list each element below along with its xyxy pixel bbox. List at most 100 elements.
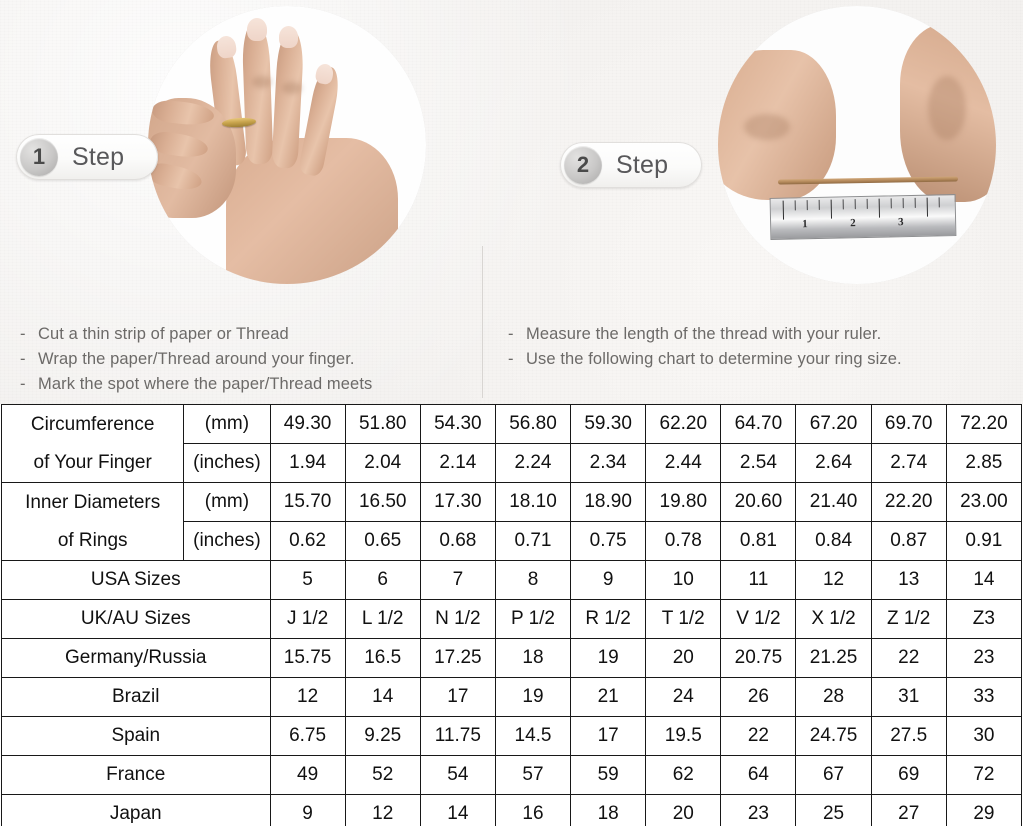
table-cell: 20.60 xyxy=(720,482,797,522)
table-cell: P 1/2 xyxy=(494,599,572,639)
instruction-line: - Measure the length of the thread with y… xyxy=(508,322,902,347)
table-cell: 9 xyxy=(269,794,346,826)
bullet-dash: - xyxy=(508,350,514,368)
table-cell: 16.50 xyxy=(344,482,421,522)
table-cell: 8 xyxy=(494,560,572,600)
table-cell: 18.10 xyxy=(494,482,572,522)
table-cell: 31 xyxy=(870,677,947,717)
table-cell: 57 xyxy=(494,755,572,795)
ruler-number-2: 2 xyxy=(850,217,856,230)
table-cell: 11 xyxy=(720,560,797,600)
instruction-text: Use the following chart to determine you… xyxy=(526,350,902,368)
nail-ring xyxy=(279,26,298,48)
table-cell: 12 xyxy=(795,560,872,600)
table-cell: 0.81 xyxy=(720,521,797,561)
table-row: UK/AU Sizes J 1/2 L 1/2 N 1/2 P 1/2 R 1/2 T 1/… xyxy=(1,599,1023,639)
table-cell: 6.75 xyxy=(269,716,346,756)
table-cell: 52 xyxy=(344,755,421,795)
table-cell: 0.71 xyxy=(494,521,572,561)
table-cell: 2.24 xyxy=(494,443,572,483)
table-cell: 18 xyxy=(494,638,572,678)
table-cell: 56.80 xyxy=(494,404,572,444)
row-label: Japan xyxy=(1,794,271,826)
table-cell: X 1/2 xyxy=(795,599,872,639)
table-row: (inches) 0.62 0.65 0.68 0.71 0.75 0.78 0.81 0.84… xyxy=(2,521,1023,561)
table-cell: 16.5 xyxy=(344,638,421,678)
table-cell: 62 xyxy=(645,755,722,795)
step-1-number: 1 xyxy=(20,138,58,176)
table-cell: 2.74 xyxy=(870,443,947,483)
ruler-number-1: 1 xyxy=(802,218,808,231)
table-cell: 54 xyxy=(419,755,496,795)
row-group-label-line1: Inner Diameters xyxy=(25,491,161,513)
table-cell: 64.70 xyxy=(720,404,797,444)
table-cell: 49 xyxy=(269,755,346,795)
bullet-dash: - xyxy=(508,325,514,343)
table-cell: 67 xyxy=(795,755,872,795)
table-cell: 20.75 xyxy=(720,638,797,678)
ring-size-table: Circumference of Your Finger (mm) 49.30 51.8… xyxy=(0,404,1023,826)
step-1-instructions: - Cut a thin strip of paper or Thread - Wr… xyxy=(20,322,372,397)
instruction-line: - Use the following chart to determine yo… xyxy=(508,347,902,372)
row-group-label-line2: of Your Finger xyxy=(33,451,152,473)
table-cell: 54.30 xyxy=(419,404,496,444)
table-cell: 59 xyxy=(570,755,647,795)
ring-size-table-wrap: Circumference of Your Finger (mm) 49.30 51.8… xyxy=(0,404,1023,826)
table-cell: 19 xyxy=(570,638,647,678)
table-cell: 0.91 xyxy=(945,521,1023,561)
table-cell: Z3 xyxy=(945,599,1023,639)
table-cell: 19.80 xyxy=(645,482,722,522)
table-cell: 0.78 xyxy=(645,521,722,561)
table-cell: 19.5 xyxy=(645,716,722,756)
table-cell: 17 xyxy=(419,677,496,717)
row-label: Germany/Russia xyxy=(1,638,271,678)
table-row: Inner Diameters of Rings (mm) 15.70 16.50 17.… xyxy=(0,482,1023,561)
step-1-badge: 1 Step xyxy=(16,134,159,180)
step-2-photo: 1 2 3 xyxy=(718,6,996,284)
table-row: Brazil 12 14 17 19 21 24 26 28 31 33 xyxy=(1,677,1023,717)
table-cell: 20 xyxy=(645,638,722,678)
ruler-icon: 1 2 3 xyxy=(769,194,957,240)
table-cell: 12 xyxy=(344,794,421,826)
row-group-label: Circumference of Your Finger xyxy=(0,404,185,483)
table-cell: 17.25 xyxy=(419,638,496,678)
table-cell: 24 xyxy=(645,677,722,717)
table-cell: 21 xyxy=(570,677,647,717)
instruction-text: Measure the length of the thread with yo… xyxy=(526,325,882,343)
instruction-line: - Mark the spot where the paper/Thread me… xyxy=(20,372,372,397)
table-cell: V 1/2 xyxy=(720,599,797,639)
row-group-label-line1: Circumference xyxy=(30,413,155,435)
table-cell: 2.85 xyxy=(945,443,1023,483)
step-2-number: 2 xyxy=(564,146,602,184)
table-cell: 24.75 xyxy=(795,716,872,756)
row-label: UK/AU Sizes xyxy=(1,599,271,639)
row-unit-label: (inches) xyxy=(183,521,271,561)
bullet-dash: - xyxy=(20,375,26,393)
row-group-label-line2: of Rings xyxy=(57,529,128,551)
table-cell: 0.84 xyxy=(795,521,872,561)
table-cell: 49.30 xyxy=(269,404,346,444)
table-cell: 2.44 xyxy=(645,443,722,483)
table-cell: N 1/2 xyxy=(419,599,496,639)
row-unit-label: (inches) xyxy=(183,443,271,483)
table-cell: 25 xyxy=(795,794,872,826)
table-cell: 17.30 xyxy=(419,482,496,522)
instruction-text: Mark the spot where the paper/Thread mee… xyxy=(38,375,373,393)
table-cell: 6 xyxy=(344,560,421,600)
step-2-label: Step xyxy=(616,150,669,179)
table-cell: 0.75 xyxy=(570,521,647,561)
row-group-label: Inner Diameters of Rings xyxy=(0,482,185,561)
table-cell: R 1/2 xyxy=(570,599,647,639)
table-cell: T 1/2 xyxy=(645,599,722,639)
table-cell: 33 xyxy=(945,677,1023,717)
table-cell: 15.70 xyxy=(269,482,346,522)
steps-section: 1 2 3 1 Step 2 Step - Cut a thin strip of… xyxy=(0,0,1023,404)
table-cell: 59.30 xyxy=(570,404,647,444)
step-1-label: Step xyxy=(72,142,125,171)
step-2-instructions: - Measure the length of the thread with y… xyxy=(508,322,902,372)
table-cell: 9 xyxy=(570,560,647,600)
table-cell: 18 xyxy=(570,794,647,826)
table-row: Japan 9 12 14 16 18 20 23 25 27 29 xyxy=(1,794,1023,826)
table-cell: J 1/2 xyxy=(269,599,346,639)
